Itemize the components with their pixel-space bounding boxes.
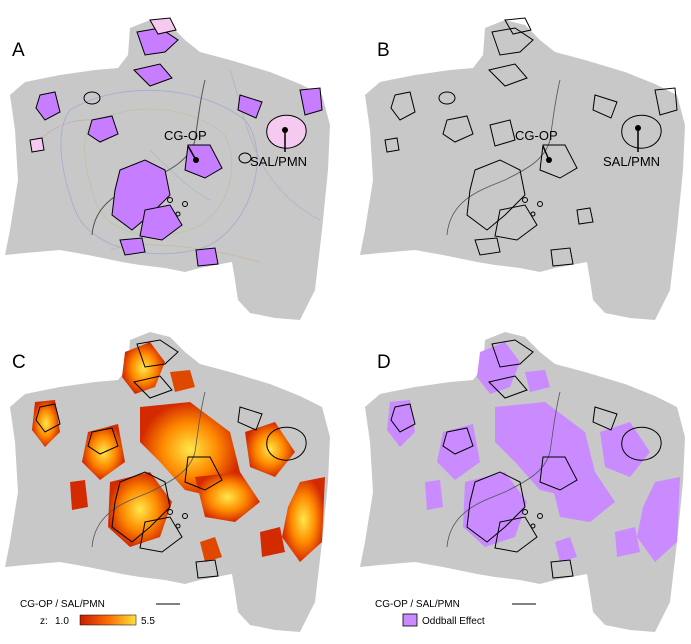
network-outlines [390, 339, 662, 579]
label-sal-pmn: SAL/PMN [250, 154, 307, 169]
activation-map [32, 342, 325, 562]
panel-b: CG-OP SAL/PMN B [360, 17, 685, 320]
panel-c: C [5, 332, 330, 632]
panel-letter-c: C [12, 352, 26, 373]
network-patches-light [29, 17, 307, 153]
legend-d-swatch-label: Oddball Effect [422, 616, 485, 627]
legend-c-scale-label: z: [40, 616, 48, 627]
callout-cg-op: CG-OP [164, 128, 207, 163]
legend-d-line-label: CG-OP / SAL/PMN [375, 599, 460, 610]
legend-c: CG-OP / SAL/PMN z: 1.0 5.5 [20, 599, 180, 627]
legend-c-scale-max: 5.5 [141, 616, 155, 627]
legend-d-swatch [402, 613, 418, 627]
panel-letter-d: D [377, 352, 391, 373]
panel-letter-a: A [12, 40, 25, 61]
cortical-surface [360, 332, 685, 632]
cortical-surface [360, 20, 685, 320]
parcel-outlines [39, 69, 321, 263]
label-cg-op: CG-OP [164, 128, 207, 143]
cortical-surface [5, 20, 330, 320]
panel-letter-b: B [377, 40, 390, 61]
network-outlines [35, 339, 307, 579]
panel-a: CG-OP SAL/PMN A [5, 17, 330, 320]
legend-c-scale-min: 1.0 [55, 616, 69, 627]
oddball-effect-map [387, 342, 680, 562]
callout-cg-op: CG-OP [515, 128, 558, 163]
legend-c-colorbar [79, 614, 137, 626]
callout-sal-pmn: SAL/PMN [250, 127, 307, 169]
network-outlines [83, 79, 252, 236]
network-patches [35, 27, 323, 267]
panel-d: D [360, 332, 685, 632]
callout-sal-pmn: SAL/PMN [603, 125, 660, 169]
legend-c-line-label: CG-OP / SAL/PMN [20, 599, 105, 610]
label-cg-op: CG-OP [515, 128, 558, 143]
legend-d: CG-OP / SAL/PMN Oddball Effect [375, 599, 536, 627]
label-sal-pmn: SAL/PMN [603, 154, 660, 169]
cortical-surface [5, 332, 330, 632]
network-outlines [384, 17, 678, 267]
